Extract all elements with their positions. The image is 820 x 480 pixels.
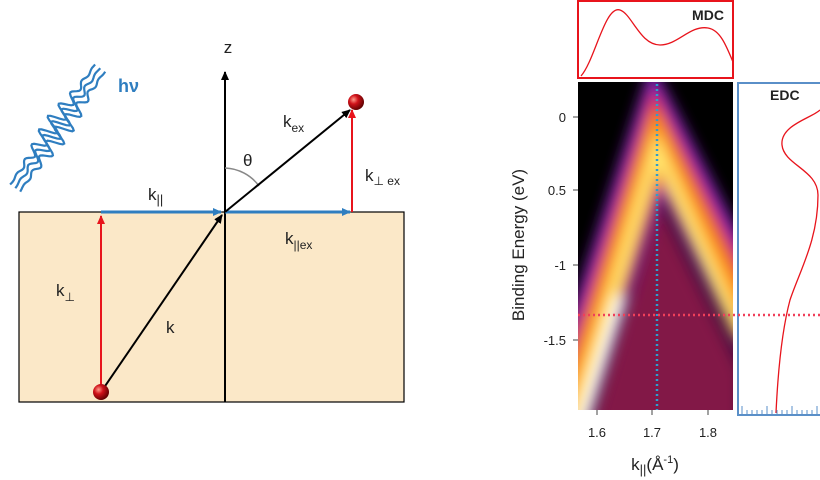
crystal bbox=[19, 212, 404, 402]
y-tick-label: 0.5 bbox=[548, 183, 566, 198]
photon bbox=[10, 65, 105, 192]
x-tick-label: 1.7 bbox=[643, 425, 661, 440]
x-tick-label: 1.8 bbox=[699, 425, 717, 440]
electron-initial bbox=[93, 384, 109, 400]
y-tick-label: -1.5 bbox=[544, 333, 566, 348]
x-ticks: 1.6 1.7 1.8 bbox=[588, 410, 717, 440]
k-perp-ex-label: k⊥ ex bbox=[365, 166, 400, 188]
z-label: z bbox=[224, 38, 233, 57]
k-label: k bbox=[166, 318, 175, 337]
figure: z hν θ k|| k⊥ k kex k⊥ ex k||ex MDC bbox=[0, 0, 820, 480]
edc-label: EDC bbox=[770, 87, 800, 103]
theta-arc bbox=[225, 168, 259, 186]
k-parallel-label: k|| bbox=[148, 185, 163, 207]
y-ticks: 0 0.5 -1 -1.5 bbox=[544, 110, 578, 348]
left-diagram: z hν θ k|| k⊥ k kex k⊥ ex k||ex bbox=[10, 38, 404, 402]
x-axis-label: k||(Å-1) bbox=[631, 454, 679, 477]
theta-label: θ bbox=[243, 151, 252, 170]
mdc-label: MDC bbox=[692, 7, 724, 23]
page: {"left_diagram": { "photon_label": "hν",… bbox=[0, 0, 820, 480]
photon-label: hν bbox=[118, 76, 139, 96]
electron-final bbox=[348, 94, 364, 110]
photon-wave bbox=[20, 72, 105, 192]
x-tick-label: 1.6 bbox=[588, 425, 606, 440]
arpes-panel: MDC EDC 0 0.5 -1 -1.5 1.6 1.7 1.8 Binding Ene… bbox=[509, 1, 820, 477]
y-tick-label: 0 bbox=[559, 110, 566, 125]
y-axis-label: Binding Energy (eV) bbox=[509, 169, 528, 321]
y-tick-label: -1 bbox=[554, 258, 566, 273]
k-ex-label: kex bbox=[283, 112, 304, 135]
